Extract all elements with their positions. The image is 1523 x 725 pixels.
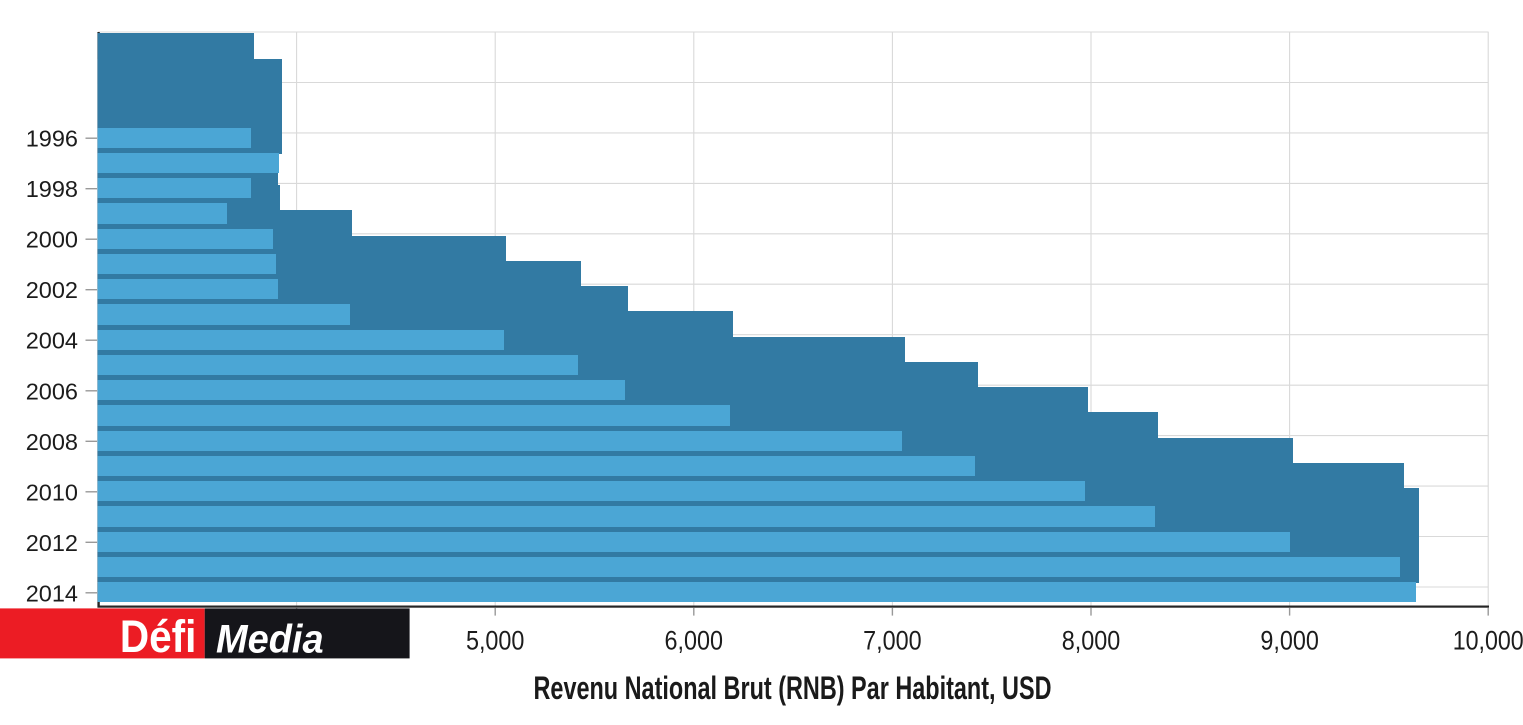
svg-text:10,000: 10,000 — [1453, 626, 1523, 656]
svg-text:2002: 2002 — [26, 277, 78, 303]
svg-text:2004: 2004 — [26, 328, 78, 354]
svg-text:2000: 2000 — [26, 227, 78, 253]
svg-text:6,000: 6,000 — [665, 626, 724, 656]
svg-text:Revenu National Brut (RNB) Par: Revenu National Brut (RNB) Par Habitant,… — [534, 670, 1052, 706]
svg-text:2014: 2014 — [26, 580, 78, 606]
svg-text:2006: 2006 — [26, 378, 78, 404]
svg-text:Media: Media — [216, 618, 324, 662]
svg-text:1998: 1998 — [26, 176, 78, 202]
svg-text:2012: 2012 — [26, 530, 78, 556]
svg-text:2008: 2008 — [26, 429, 78, 455]
svg-text:9,000: 9,000 — [1260, 626, 1319, 656]
svg-text:2010: 2010 — [26, 479, 78, 505]
svg-text:5,000: 5,000 — [466, 626, 525, 656]
svg-text:Défi: Défi — [120, 611, 197, 662]
svg-text:1996: 1996 — [26, 126, 78, 152]
svg-text:7,000: 7,000 — [863, 626, 922, 656]
svg-text:8,000: 8,000 — [1062, 626, 1121, 656]
